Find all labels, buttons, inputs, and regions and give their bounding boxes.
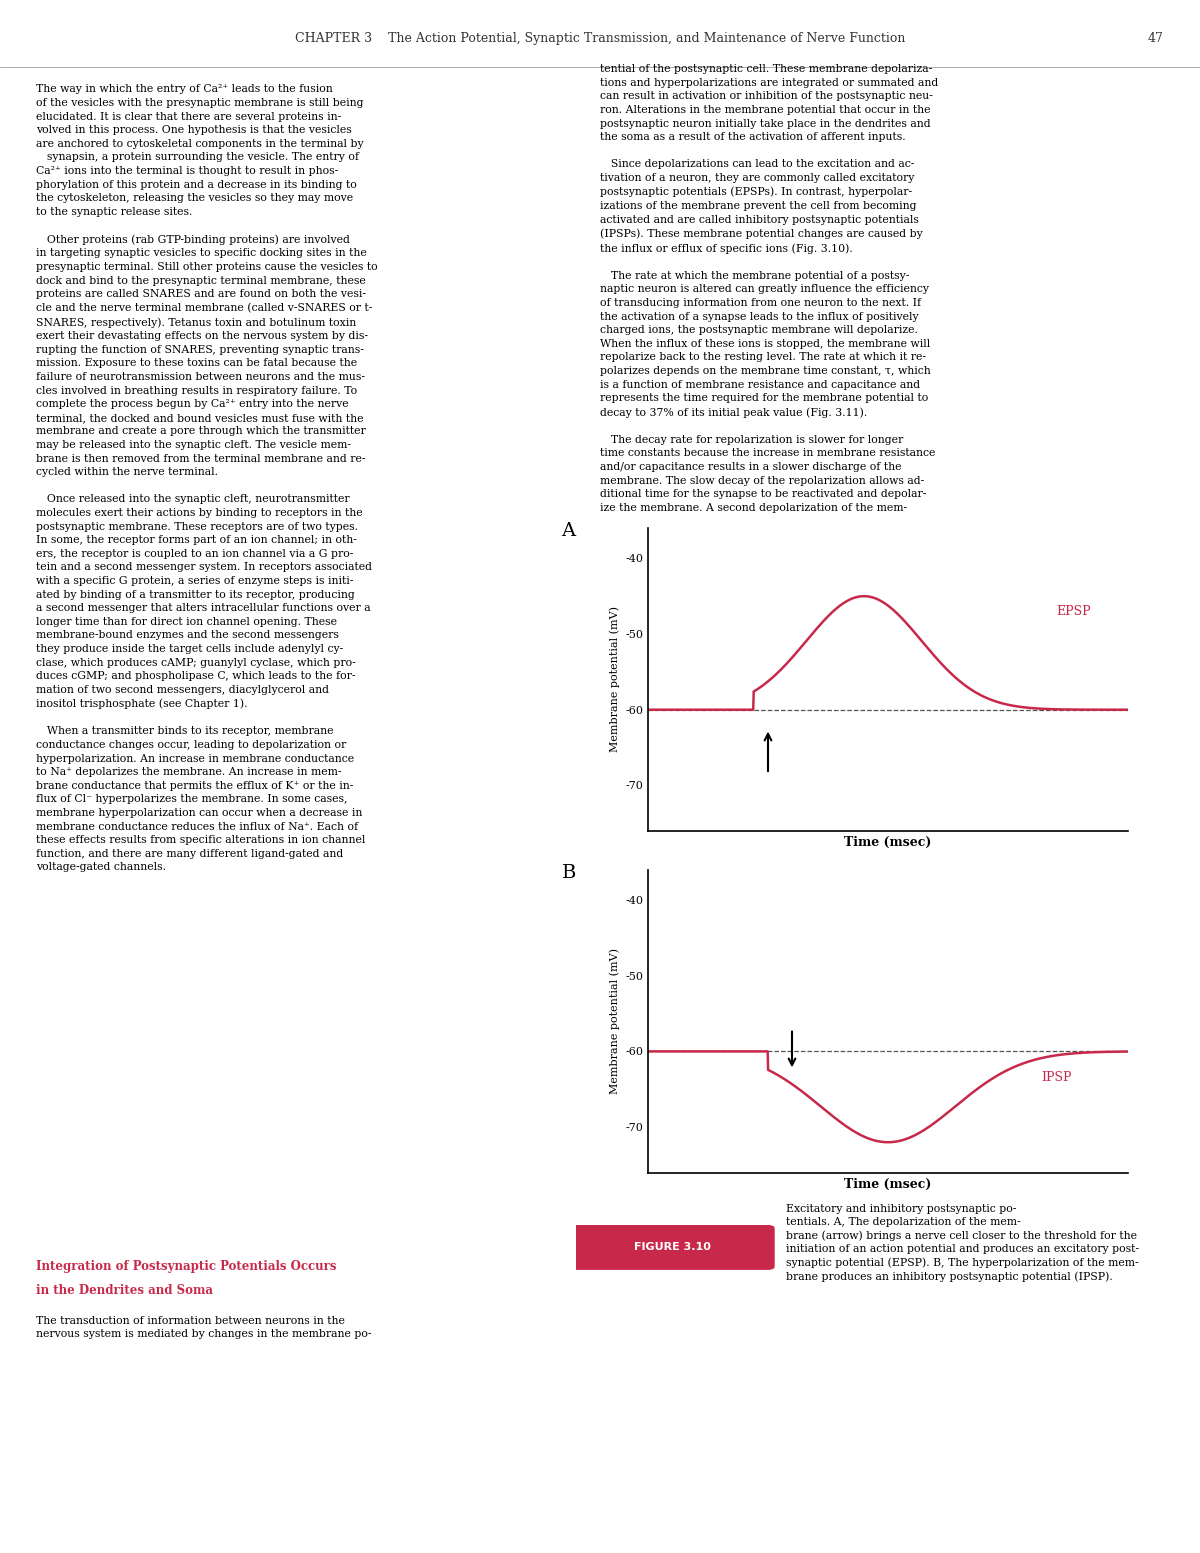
Text: A: A bbox=[562, 522, 576, 540]
X-axis label: Time (msec): Time (msec) bbox=[845, 1179, 931, 1191]
Text: The transduction of information between neurons in the
nervous system is mediate: The transduction of information between … bbox=[36, 1315, 372, 1339]
FancyBboxPatch shape bbox=[570, 1225, 774, 1269]
Text: Excitatory and inhibitory postsynaptic po-
tentials. A, The depolarization of th: Excitatory and inhibitory postsynaptic p… bbox=[786, 1204, 1139, 1283]
Text: IPSP: IPSP bbox=[1042, 1072, 1072, 1084]
Text: 47: 47 bbox=[1148, 33, 1164, 45]
Text: Integration of Postsynaptic Potentials Occurs: Integration of Postsynaptic Potentials O… bbox=[36, 1259, 336, 1272]
Y-axis label: Membrane potential (mV): Membrane potential (mV) bbox=[610, 606, 619, 753]
Text: in the Dendrites and Soma: in the Dendrites and Soma bbox=[36, 1284, 214, 1297]
Text: B: B bbox=[562, 863, 576, 882]
Y-axis label: Membrane potential (mV): Membrane potential (mV) bbox=[610, 947, 619, 1095]
Text: The way in which the entry of Ca²⁺ leads to the fusion
of the vesicles with the : The way in which the entry of Ca²⁺ leads… bbox=[36, 84, 378, 873]
Text: tential of the postsynaptic cell. These membrane depolariza-
tions and hyperpola: tential of the postsynaptic cell. These … bbox=[600, 64, 938, 512]
Text: CHAPTER 3    The Action Potential, Synaptic Transmission, and Maintenance of Ner: CHAPTER 3 The Action Potential, Synaptic… bbox=[295, 33, 905, 45]
Text: EPSP: EPSP bbox=[1056, 604, 1091, 618]
Text: FIGURE 3.10: FIGURE 3.10 bbox=[634, 1242, 710, 1252]
X-axis label: Time (msec): Time (msec) bbox=[845, 837, 931, 849]
